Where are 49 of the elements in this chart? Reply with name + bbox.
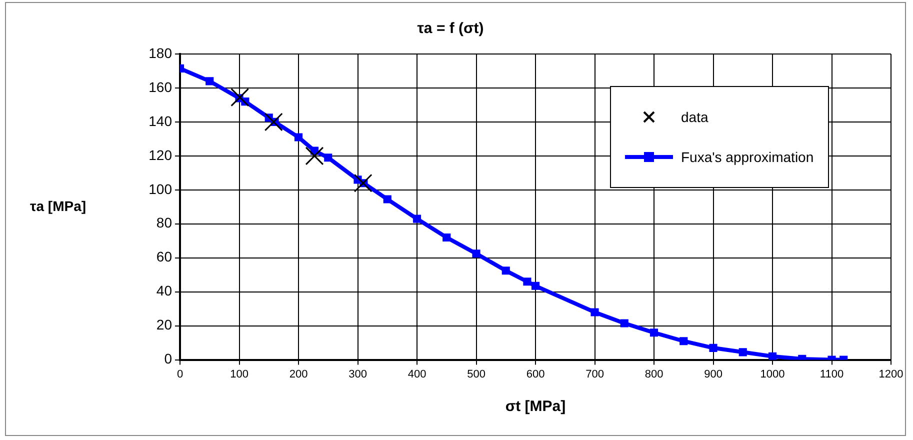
y-tick-label: 100 xyxy=(148,180,172,197)
point xyxy=(305,146,324,166)
point xyxy=(354,174,372,192)
y-tick-label: 160 xyxy=(148,78,172,95)
point xyxy=(738,348,747,356)
point xyxy=(442,233,451,242)
point xyxy=(324,154,332,162)
point xyxy=(523,278,532,286)
point xyxy=(768,352,777,360)
x-tick-label: 800 xyxy=(644,368,664,380)
x-tick-label: 300 xyxy=(348,368,367,380)
y-tick-label: 40 xyxy=(156,282,172,299)
point xyxy=(502,266,510,275)
point xyxy=(650,328,658,337)
point xyxy=(230,88,250,107)
x-tick-label: 100 xyxy=(230,368,248,380)
point xyxy=(412,214,422,223)
point xyxy=(531,282,540,290)
point xyxy=(620,319,628,328)
point xyxy=(206,77,214,86)
y-tick-label: 140 xyxy=(148,112,172,129)
point xyxy=(590,308,599,316)
x-tick-label: 600 xyxy=(526,368,545,380)
x-tick-label: 1000 xyxy=(760,368,785,380)
y-tick-label: 180 xyxy=(148,44,172,61)
x-tick-label: 400 xyxy=(408,368,426,380)
y-tick-label: 60 xyxy=(156,248,172,265)
point xyxy=(709,344,718,352)
x-tick-label: 500 xyxy=(467,368,486,380)
x-tick-label: 1100 xyxy=(820,368,844,380)
point xyxy=(264,112,283,132)
y-tick-label: 120 xyxy=(148,146,172,163)
point xyxy=(680,337,688,346)
x-tick-label: 700 xyxy=(586,368,604,380)
y-tick-label: 20 xyxy=(156,316,172,333)
y-tick-label: 80 xyxy=(156,214,172,231)
point xyxy=(383,195,392,204)
x-tick-label: 0 xyxy=(176,368,184,380)
x-axis-title: σt [MPa] xyxy=(505,398,566,416)
chart-title: τa = f (σt) xyxy=(417,20,484,38)
y-axis-title: τa [MPa] xyxy=(30,198,86,214)
x-tick-label: 900 xyxy=(704,368,722,380)
point xyxy=(472,250,480,258)
y-tick-label: 0 xyxy=(164,350,172,367)
x-tick-label: 1200 xyxy=(878,368,904,380)
x-tick-label: 200 xyxy=(289,368,308,380)
legend-label: data xyxy=(681,109,708,125)
point xyxy=(294,133,303,142)
legend-label: Fuxa's approximation xyxy=(681,149,814,165)
